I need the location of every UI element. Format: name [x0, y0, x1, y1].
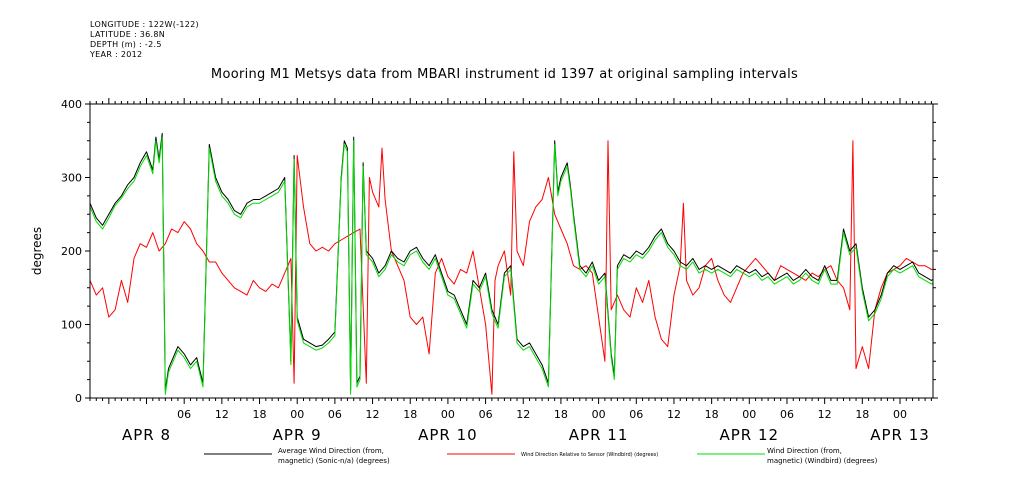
legend-label-2: Wind Direction Relative to Sensor (Windb… — [521, 452, 658, 458]
series-line-3 — [90, 136, 933, 395]
x-hour-label: 12 — [215, 408, 229, 421]
x-hour-label: 06 — [479, 408, 493, 421]
y-axis-label: degrees — [30, 227, 44, 275]
chart-title: Mooring M1 Metsys data from MBARI instru… — [210, 67, 799, 82]
meta-year: YEAR : 2012 — [90, 50, 143, 59]
x-hour-label: 18 — [554, 408, 568, 421]
x-hour-label: 06 — [177, 408, 191, 421]
x-day-label: APR 10 — [418, 426, 478, 444]
legend-label-3-line2: magnetic) (Windbird) (degrees) — [767, 457, 878, 465]
x-hour-label: 18 — [855, 408, 869, 421]
y-tick-label: 0 — [75, 392, 82, 405]
y-tick-label: 400 — [61, 98, 82, 111]
legend-label-3-line1: Wind Direction (from, — [767, 447, 842, 455]
series-line-1 — [90, 132, 933, 392]
meta-longitude: LONGITUDE : 122W(-122) — [90, 20, 199, 29]
axes: 0 100 200 300 400 06 12 18 00 06 12 18 00 06 12 18 00 06 1… — [30, 98, 938, 444]
x-hour-label: 18 — [403, 408, 417, 421]
y-tick-label: 100 — [61, 319, 82, 332]
x-day-label: APR 12 — [720, 426, 780, 444]
legend: Average Wind Direction (from, magnetic) (… — [204, 447, 878, 465]
series-layer — [90, 132, 933, 395]
y-tick-label: 300 — [61, 172, 82, 185]
y-tick-label: 200 — [61, 245, 82, 258]
legend-label-1-line2: magnetic) (Sonic-n/a) (degrees) — [278, 457, 390, 465]
x-day-label: APR 11 — [569, 426, 629, 444]
meta-latitude: LATITUDE : 36.8N — [90, 30, 166, 39]
x-day-label: APR 9 — [273, 426, 322, 444]
series-line-2 — [90, 140, 933, 395]
x-hour-label: 00 — [742, 408, 756, 421]
x-hour-label: 12 — [366, 408, 380, 421]
x-hour-label: 18 — [705, 408, 719, 421]
legend-label-1-line1: Average Wind Direction (from, — [278, 447, 384, 455]
x-hour-label: 06 — [328, 408, 342, 421]
x-hour-label: 00 — [441, 408, 455, 421]
x-hour-label: 12 — [516, 408, 530, 421]
x-hour-label: 12 — [667, 408, 681, 421]
x-hour-label: 00 — [290, 408, 304, 421]
x-hour-label: 12 — [818, 408, 832, 421]
x-hour-label: 06 — [780, 408, 794, 421]
x-day-label: APR 8 — [122, 426, 171, 444]
x-hour-label: 00 — [893, 408, 907, 421]
x-hour-label: 06 — [629, 408, 643, 421]
meta-depth: DEPTH (m) : -2.5 — [90, 40, 162, 49]
metadata-block: LONGITUDE : 122W(-122) LATITUDE : 36.8N … — [90, 20, 199, 60]
x-hour-label: 00 — [592, 408, 606, 421]
x-hour-label: 18 — [253, 408, 267, 421]
x-day-label: APR 13 — [870, 426, 930, 444]
